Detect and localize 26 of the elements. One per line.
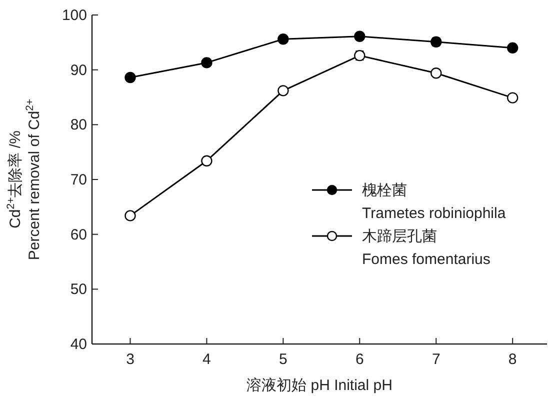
y-tick-label: 40: [70, 336, 87, 353]
x-tick-label: 7: [432, 351, 440, 368]
point: [506, 92, 518, 104]
x-tick-label: 3: [126, 351, 134, 368]
point: [201, 155, 212, 166]
y-tick-label: 70: [70, 172, 87, 188]
point: [278, 34, 289, 45]
point: [506, 42, 518, 54]
legend-label: 木蹄层孔菌 Fomes fomentarius: [362, 228, 490, 268]
x-tick-label: 6: [355, 351, 364, 368]
y-tick-label: 80: [70, 116, 87, 134]
point: [124, 72, 136, 84]
x-tick-label: 5: [279, 351, 288, 368]
legend-label: 槐栓菌 Trametes robiniophila: [362, 182, 506, 222]
y-tick-label: 90: [70, 62, 87, 79]
x-tick-label: 4: [202, 351, 211, 368]
y-tick-label: 50: [70, 281, 87, 298]
y-tick-label: 60: [70, 226, 87, 244]
x-tick-label: 8: [508, 351, 517, 368]
point: [278, 85, 289, 96]
y-tick-label: 100: [62, 7, 87, 24]
point: [354, 30, 366, 42]
x-axis-title: 溶液初始 pH Initial pH: [246, 377, 392, 394]
point: [201, 57, 212, 68]
point: [124, 210, 136, 222]
point: [430, 68, 442, 79]
